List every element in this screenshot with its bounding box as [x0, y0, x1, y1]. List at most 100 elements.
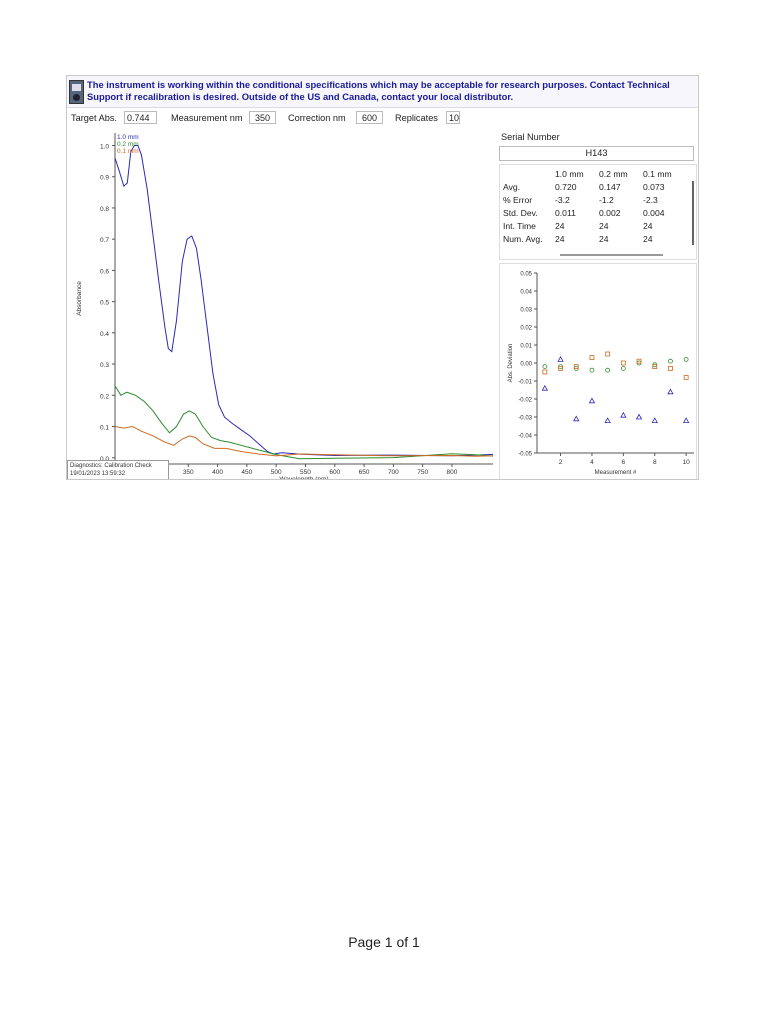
measurement-nm-field[interactable]: 350 — [249, 111, 276, 124]
stats-cell: 0.147 — [599, 181, 621, 192]
x-tick-label: 400 — [212, 469, 223, 476]
dev-x-tick-label: 6 — [622, 459, 626, 466]
y-axis-label: Absorbance — [76, 281, 83, 316]
status-message: The instrument is working within the con… — [87, 79, 670, 102]
dev-y-tick-label: 0.05 — [520, 272, 532, 278]
x-tick-label: 800 — [447, 469, 458, 476]
x-tick-label: 350 — [183, 469, 194, 476]
stats-row-label: % Error — [503, 194, 533, 205]
stats-cell: 24 — [599, 233, 609, 244]
deviation-point-1mm — [604, 417, 611, 424]
x-tick-label: 650 — [359, 469, 370, 476]
deviation-point-1mm — [620, 411, 627, 418]
stats-cell: -3.2 — [555, 194, 570, 205]
deviation-point-02mm — [668, 358, 673, 364]
deviation-point-02mm — [620, 366, 626, 371]
dev-y-tick-label: 0.04 — [520, 290, 532, 296]
deviation-point-1mm — [573, 415, 580, 422]
x-tick-label: 750 — [417, 469, 428, 476]
y-tick-label: 0.3 — [100, 362, 109, 369]
legend-entry-2: 0.1 mm — [117, 148, 139, 155]
deviation-point-1mm — [651, 417, 658, 424]
dev-y-tick-label: 0.02 — [520, 326, 532, 332]
stats-row-label: Avg. — [503, 181, 521, 192]
absorbance-spectrum-svg: 0.00.10.20.30.40.50.60.70.80.91.02503003… — [76, 133, 494, 480]
stats-row-label: Std. Dev. — [503, 207, 538, 218]
deviation-point-01mm — [558, 366, 563, 371]
stats-vertical-scrollbar[interactable] — [692, 181, 694, 245]
x-tick-label: 550 — [300, 469, 311, 476]
stats-cell: 0.720 — [555, 181, 577, 192]
stats-horizontal-scrollbar[interactable] — [560, 254, 663, 256]
y-tick-label: 0.0 — [100, 456, 109, 463]
y-tick-label: 0.2 — [100, 393, 109, 400]
y-tick-label: 0.9 — [100, 175, 109, 182]
stats-row-2: Std. Dev. 0.011 0.002 0.004 — [501, 206, 685, 219]
x-axis-label: Wavelength (nm) — [279, 476, 328, 480]
stats-header-cell: 0.2 mm — [599, 168, 628, 179]
spectrum-line-0 — [114, 145, 494, 457]
stats-cell: -2.3 — [643, 194, 658, 205]
stats-row-1: % Error -3.2 -1.2 -2.3 — [501, 193, 685, 206]
page-indicator: Page 1 of 1 — [348, 934, 420, 950]
statistics-table-panel: 1.0 mm 0.2 mm 0.1 mm Avg. 0.720 0.147 0.073% E… — [499, 164, 697, 260]
deviation-point-01mm — [636, 358, 642, 364]
dev-x-tick-label: 4 — [590, 459, 594, 466]
deviation-point-02mm — [683, 357, 689, 362]
deviation-point-1mm — [541, 384, 549, 391]
target-abs-field[interactable]: 0.744 — [124, 111, 157, 124]
calibration-report-panel: The instrument is working within the con… — [66, 75, 699, 480]
replicates-field[interactable]: 10 — [446, 111, 460, 124]
stats-row-label: Int. Time — [503, 220, 536, 231]
stats-cell: 24 — [643, 220, 653, 231]
dev-x-tick-label: 2 — [559, 459, 563, 466]
deviation-svg: 0.05 0.04 0.03 0.02 0.01 0.00 -0.01 -0.02 -0.03 -… — [508, 272, 694, 476]
deviation-point-01mm — [589, 355, 595, 360]
deviation-point-01mm — [573, 364, 579, 369]
deviation-point-01mm — [542, 369, 548, 375]
stats-header-cell: 0.1 mm — [643, 168, 672, 179]
absorbance-spectrum-chart: 0.00.10.20.30.40.50.60.70.80.91.02503003… — [67, 129, 495, 480]
status-banner: The instrument is working within the con… — [67, 76, 698, 108]
x-tick-label: 600 — [329, 469, 340, 476]
diagnostics-datetime: 19/01/2023 13:59:32 — [70, 471, 126, 477]
stats-row-0: Avg. 0.720 0.147 0.073 — [501, 180, 685, 193]
diagnostics-box: Diagnostics: Calibration Check 19/01/202… — [67, 460, 169, 479]
stats-header-row: 1.0 mm 0.2 mm 0.1 mm — [501, 167, 685, 180]
instrument-warning-icon — [69, 80, 84, 104]
stats-cell: 24 — [643, 233, 653, 244]
deviation-point-02mm — [605, 367, 611, 373]
target-abs-label: Target Abs. — [71, 113, 117, 123]
deviation-point-1mm — [682, 417, 690, 424]
serial-number-field[interactable]: H143 — [499, 146, 694, 161]
deviation-point-01mm — [652, 364, 658, 369]
y-tick-label: 0.8 — [100, 206, 109, 213]
deviation-point-02mm — [542, 364, 548, 369]
deviation-point-1mm — [557, 356, 564, 362]
stats-cell: 0.004 — [643, 207, 665, 218]
x-tick-label: 450 — [241, 469, 252, 476]
spectrum-line-2 — [114, 425, 494, 457]
dev-y-axis-label: Abs. Deviation — [508, 344, 514, 383]
dev-y-tick-label: -0.03 — [518, 416, 532, 422]
dev-y-tick-label: 0.03 — [520, 308, 532, 314]
stats-cell: 24 — [555, 233, 565, 244]
y-tick-label: 0.7 — [100, 237, 109, 244]
deviation-point-1mm — [588, 397, 596, 404]
y-tick-label: 0.4 — [100, 331, 109, 338]
legend-entry-0: 1.0 mm — [117, 134, 139, 141]
stats-cell: 24 — [599, 220, 609, 231]
deviation-point-1mm — [635, 413, 643, 420]
replicates-label: Replicates — [395, 113, 438, 123]
x-tick-label: 700 — [388, 469, 399, 476]
dev-y-tick-label: -0.01 — [518, 380, 532, 386]
correction-nm-field[interactable]: 600 — [356, 111, 383, 124]
stats-header-cell — [501, 167, 553, 180]
deviation-point-01mm — [620, 360, 626, 366]
stats-row-4: Num. Avg. 24 24 24 — [501, 232, 685, 245]
y-tick-label: 0.5 — [100, 300, 109, 307]
dev-x-axis-label: Measurement # — [595, 470, 637, 476]
deviation-point-01mm — [668, 366, 673, 371]
y-tick-label: 0.6 — [100, 268, 109, 275]
parameter-bar: Target Abs. 0.744 Measurement nm 350 Cor… — [67, 109, 698, 127]
